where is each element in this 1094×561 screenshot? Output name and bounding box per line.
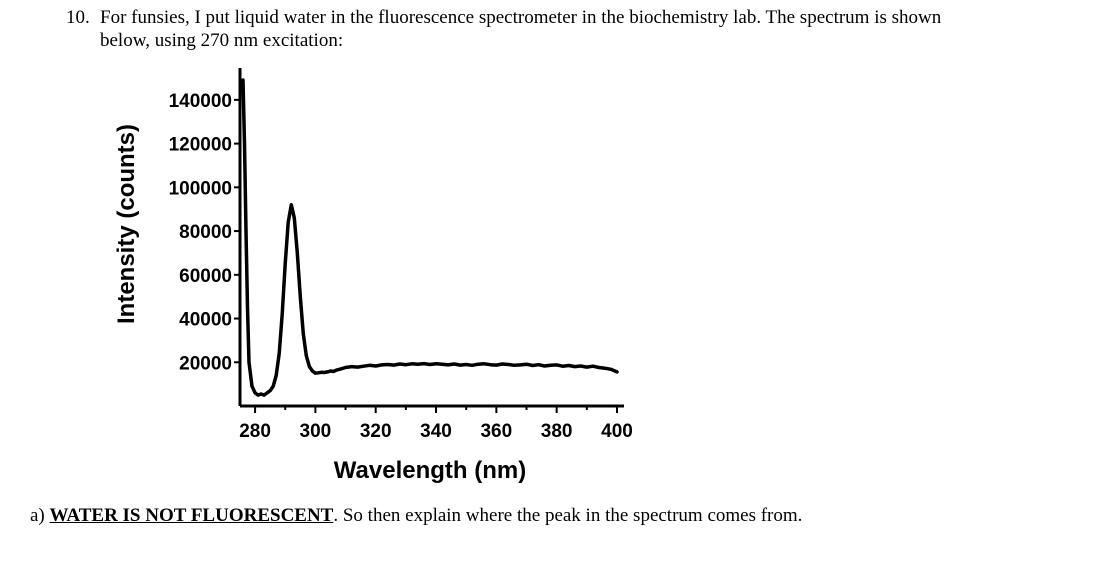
question-line-1-text: For funsies, I put liquid water in the f… (100, 7, 942, 28)
x-axis-title: Wavelength (nm) (334, 457, 526, 484)
part-a-question: a) WATER IS NOT FLUORESCENT. So then exp… (30, 505, 802, 527)
question-line-2: below, using 270 nm excitation: (100, 30, 344, 51)
chart-series (241, 78, 619, 397)
x-tick-label: 360 (480, 421, 512, 442)
y-tick-label: 20000 (179, 353, 232, 374)
chart-axes (234, 68, 624, 413)
y-tick-label: 140000 (169, 91, 232, 112)
spectrum-line (241, 78, 619, 397)
y-tick-label: 40000 (179, 310, 232, 331)
question-text: 10. For funsies, I put liquid water in th… (66, 6, 1086, 52)
part-a-prefix: a) (30, 505, 50, 526)
y-tick-label: 60000 (179, 266, 232, 287)
part-a-rest: . So then explain where the peak in the … (333, 505, 803, 526)
y-tick-label: 120000 (169, 135, 232, 156)
x-tick-label: 400 (601, 421, 633, 442)
x-tick-label: 280 (239, 421, 271, 442)
x-tick-label: 320 (360, 421, 392, 442)
chart-labels: 20000 40000 60000 80000 100000 120000 140000 28… (113, 91, 633, 484)
question-number: 10. (66, 7, 90, 28)
x-tick-label: 380 (541, 421, 573, 442)
y-axis-title: Intensity (counts) (113, 124, 140, 324)
x-tick-label: 340 (420, 421, 452, 442)
part-a-emphasis: WATER IS NOT FLUORESCENT (49, 505, 334, 526)
y-tick-label: 80000 (179, 222, 232, 243)
y-tick-label: 100000 (169, 178, 232, 199)
question-line-1: 10. For funsies, I put liquid water in th… (66, 6, 1086, 29)
x-tick-label: 300 (300, 421, 332, 442)
